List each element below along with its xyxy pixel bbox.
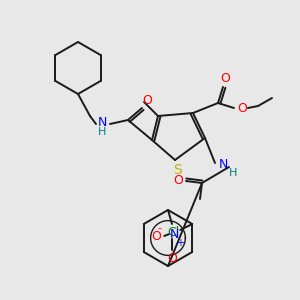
Text: O: O	[142, 94, 152, 107]
Text: H: H	[98, 127, 106, 137]
Text: H: H	[229, 168, 237, 178]
Text: O: O	[151, 230, 161, 242]
Text: -: -	[157, 223, 161, 233]
Text: +: +	[176, 238, 184, 248]
Text: O: O	[237, 103, 247, 116]
Text: O: O	[220, 73, 230, 85]
Text: Cl: Cl	[167, 226, 179, 239]
Text: S: S	[172, 163, 182, 177]
Text: O: O	[167, 251, 177, 265]
Text: N: N	[169, 227, 179, 241]
Text: N: N	[218, 158, 228, 172]
Text: N: N	[97, 116, 107, 128]
Text: O: O	[173, 173, 183, 187]
